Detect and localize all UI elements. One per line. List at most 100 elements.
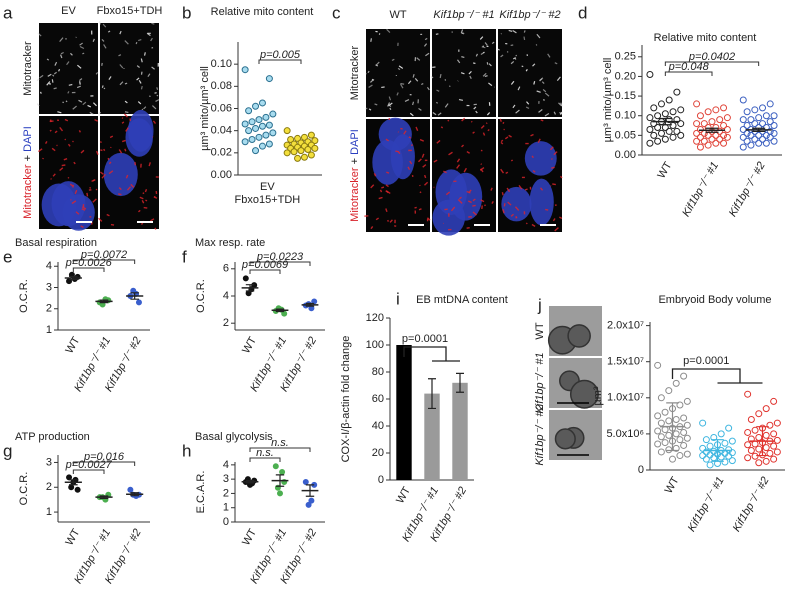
mito-signal [157, 87, 158, 89]
data-point [700, 445, 706, 451]
row-label: Mitotracker + DAPI [349, 129, 361, 222]
data-point [128, 487, 133, 492]
row-label-part: Mitotracker [349, 167, 361, 222]
data-point [673, 416, 679, 422]
data-point [673, 380, 679, 386]
data-point [256, 134, 262, 140]
column-label: Kif1bp⁻/⁻ #1 [433, 9, 494, 21]
mitotracker-image [39, 23, 98, 114]
mito-signal [461, 57, 464, 58]
panel-letter: i [396, 289, 400, 308]
data-point [721, 140, 727, 146]
data-point [256, 117, 262, 123]
chart-title: Relative mito content [211, 6, 314, 18]
y-tick-label: 100 [366, 339, 384, 351]
data-point [774, 420, 780, 426]
data-point [760, 105, 766, 111]
nucleus [391, 134, 415, 179]
mito-signal [145, 52, 146, 55]
data-point [658, 395, 664, 401]
mito-signal [513, 58, 515, 59]
annotation: p=0.0402 [688, 51, 735, 63]
mito-signal [80, 81, 81, 84]
mito-signal [72, 141, 73, 142]
data-point [752, 453, 758, 459]
nucleus [125, 118, 152, 156]
data-point [651, 132, 657, 138]
data-point [666, 418, 672, 424]
y-tick-label: 0.15 [615, 90, 636, 102]
mito-signal [467, 228, 470, 229]
data-point [662, 136, 668, 142]
data-point [717, 117, 723, 123]
nucleus [63, 194, 95, 231]
data-point [703, 437, 709, 443]
y-tick-label: 2.0x10⁷ [607, 320, 644, 332]
y-tick-label: 3 [46, 281, 52, 293]
y-axis-label: µm³ [592, 386, 604, 406]
embryoid-body [555, 429, 575, 449]
data-point [263, 114, 269, 120]
data-point [655, 125, 661, 131]
annotation: p=0.0223 [256, 251, 304, 263]
mito-signal [52, 79, 53, 82]
mito-signal [419, 209, 422, 210]
panel-letter: h [182, 441, 191, 460]
mito-signal [473, 63, 475, 64]
mito-signal [68, 177, 69, 178]
data-point [291, 149, 297, 155]
chart-title: Max resp. rate [195, 237, 265, 249]
data-point [756, 115, 762, 121]
y-tick-label: 1 [223, 502, 229, 514]
data-point [722, 459, 728, 465]
data-point [673, 431, 679, 437]
data-point [752, 427, 758, 433]
data-point [666, 128, 672, 134]
y-tick-label: 4 [223, 290, 229, 302]
y-tick-label: 3 [223, 473, 229, 485]
annotation: p=0.0001 [683, 355, 729, 367]
data-point [678, 107, 684, 113]
mito-signal [154, 196, 155, 197]
row-label-part: DAPI [22, 126, 34, 152]
data-point [752, 107, 758, 113]
panel-letter: e [3, 247, 12, 266]
y-tick-label: 0 [378, 474, 384, 486]
data-point [658, 420, 664, 426]
data-point [266, 76, 272, 82]
mito-signal [62, 165, 66, 166]
y-tick-label: 0.00 [211, 169, 232, 181]
data-point [242, 139, 248, 145]
data-point [136, 300, 141, 305]
panel-letter: d [578, 3, 587, 22]
y-tick-label: 5.0x10⁶ [606, 428, 644, 440]
panel-letter: b [182, 3, 191, 22]
x-tick-label: WT [64, 335, 83, 356]
y-tick-label: 0.06 [211, 102, 232, 114]
annotation: p=0.0001 [402, 333, 448, 345]
mito-signal [544, 99, 545, 100]
mito-signal [545, 209, 548, 210]
mito-signal [371, 38, 372, 41]
y-tick-label: 0.10 [615, 110, 636, 122]
y-tick-label: 80 [372, 366, 384, 378]
y-tick-label: 0 [638, 464, 644, 476]
y-tick-label: 3 [46, 456, 52, 468]
data-point [662, 111, 668, 117]
data-point [763, 458, 769, 464]
mito-signal [122, 118, 123, 119]
data-point [774, 437, 780, 443]
data-point [756, 411, 762, 417]
data-point [655, 138, 661, 144]
mito-signal [73, 185, 74, 188]
annotation: p=0.016 [83, 451, 125, 463]
column-label: Kif1bp⁻/⁻ #2 [499, 9, 560, 21]
data-point [295, 155, 301, 161]
mito-signal [104, 88, 105, 89]
data-point [709, 119, 715, 125]
mitotracker-image [432, 29, 496, 117]
mito-signal [102, 85, 103, 87]
y-tick-label: 0.20 [615, 70, 636, 82]
bar [396, 345, 411, 480]
